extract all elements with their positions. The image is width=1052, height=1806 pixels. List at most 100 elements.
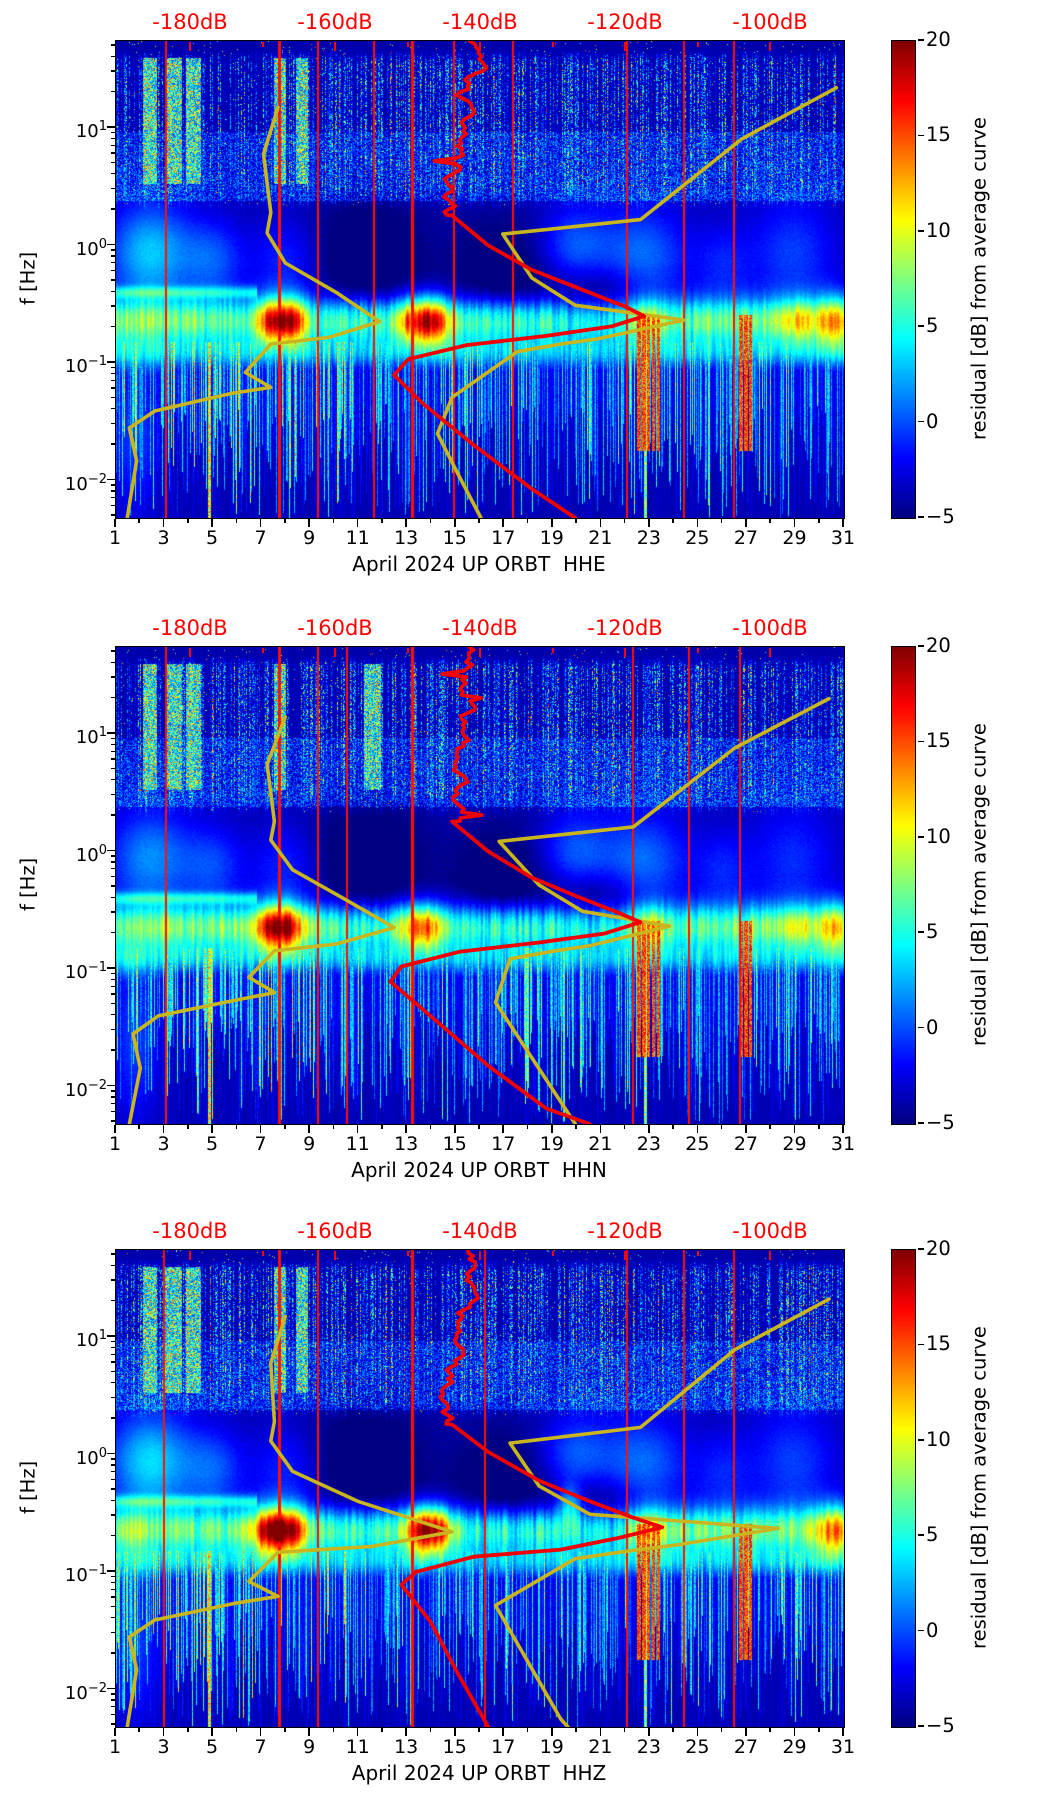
y-axis-minor-tick bbox=[110, 1596, 115, 1598]
y-axis-major-tick bbox=[107, 478, 115, 481]
y-axis-minor-tick bbox=[110, 1103, 115, 1105]
top-axis-minor-tick bbox=[406, 647, 409, 654]
x-axis-minor-tick bbox=[138, 1124, 141, 1130]
y-axis-minor-tick bbox=[110, 743, 115, 746]
y-axis-minor-tick bbox=[110, 255, 115, 257]
top-axis-tick-label: -120dB bbox=[587, 10, 663, 34]
top-axis-tick-label: -160dB bbox=[297, 10, 373, 34]
colorbar-tick bbox=[917, 931, 924, 933]
colorbar-tick-label: 15 bbox=[926, 729, 951, 753]
y-axis-minor-tick bbox=[110, 1279, 115, 1281]
x-axis-major-tick bbox=[259, 518, 262, 527]
y-axis-minor-tick bbox=[110, 396, 115, 399]
spectrogram-plot-area bbox=[115, 646, 845, 1125]
y-axis-major-tick bbox=[107, 1687, 115, 1690]
y-axis-minor-tick bbox=[110, 978, 115, 981]
y-axis-minor-tick bbox=[110, 279, 115, 281]
x-axis-minor-tick bbox=[332, 518, 335, 524]
y-axis-minor-tick bbox=[110, 767, 115, 770]
y-axis-minor-tick bbox=[110, 208, 115, 210]
x-axis-minor-tick bbox=[187, 1124, 189, 1130]
y-axis-minor-tick bbox=[110, 1264, 115, 1266]
colorbar-tick-label: 20 bbox=[926, 28, 951, 51]
y-axis-minor-tick bbox=[110, 1417, 115, 1419]
y-axis-tick-label: 10−2 bbox=[64, 1077, 107, 1101]
colorbar-tick-label: 20 bbox=[926, 634, 951, 657]
x-axis-minor-tick bbox=[575, 1727, 577, 1733]
x-axis-tick-label: 3 bbox=[157, 1133, 170, 1155]
x-axis-minor-tick bbox=[672, 1727, 674, 1733]
spectrogram-heatmap bbox=[116, 41, 844, 518]
x-axis-tick-label: 25 bbox=[685, 1736, 710, 1758]
colorbar-tick-label: 10 bbox=[926, 824, 951, 848]
y-axis-minor-tick bbox=[110, 1706, 115, 1708]
top-axis-minor-tick bbox=[696, 1250, 699, 1257]
top-axis-tick-label: -160dB bbox=[297, 1219, 373, 1243]
y-axis-minor-tick bbox=[110, 1588, 115, 1590]
colorbar-tick bbox=[917, 1026, 924, 1029]
colorbar-tick bbox=[917, 1248, 924, 1250]
colorbar-tick-label: −5 bbox=[926, 505, 955, 528]
y-axis-minor-tick bbox=[110, 269, 115, 272]
top-axis-tick-label: -100dB bbox=[732, 616, 808, 640]
y-axis-minor-tick bbox=[110, 1299, 115, 1302]
x-axis-minor-tick bbox=[187, 1727, 189, 1733]
colorbar-tick-label: 5 bbox=[926, 920, 939, 944]
x-axis-major-tick bbox=[259, 1727, 262, 1736]
y-axis-major-tick bbox=[107, 1084, 115, 1087]
colorbar-tick bbox=[917, 516, 924, 518]
colorbar-tick bbox=[917, 836, 924, 838]
top-axis-major-tick bbox=[188, 41, 192, 51]
y-axis-major-tick bbox=[107, 243, 115, 246]
x-axis-major-tick bbox=[405, 1124, 407, 1133]
colorbar-label: residual [dB] from average curve bbox=[967, 723, 991, 1046]
x-axis-minor-tick bbox=[381, 1124, 383, 1130]
x-axis-tick-label: 1 bbox=[108, 1736, 122, 1758]
x-axis-minor-tick bbox=[429, 1124, 432, 1130]
y-axis-minor-tick bbox=[110, 1346, 115, 1349]
x-axis-tick-label: 31 bbox=[830, 1133, 856, 1155]
top-axis-major-tick bbox=[623, 647, 627, 657]
spectrogram-heatmap bbox=[116, 647, 844, 1124]
x-axis-minor-tick bbox=[526, 1124, 529, 1130]
top-axis-minor-tick bbox=[551, 41, 554, 48]
y-axis-minor-tick bbox=[110, 931, 115, 934]
x-axis-minor-tick bbox=[138, 1727, 141, 1733]
y-axis-minor-tick bbox=[110, 1605, 115, 1608]
y-axis-minor-tick bbox=[110, 1353, 115, 1355]
x-axis-major-tick bbox=[551, 518, 553, 527]
x-axis-tick-label: 13 bbox=[394, 1133, 419, 1155]
y-axis-minor-tick bbox=[110, 676, 115, 678]
spectrogram-panel-hhn: f [Hz] residual [dB] from average curve … bbox=[0, 606, 1052, 1209]
y-axis-minor-tick bbox=[110, 372, 115, 375]
x-axis-tick-label: 19 bbox=[539, 1736, 564, 1758]
x-axis-major-tick bbox=[696, 1727, 699, 1736]
top-axis-major-tick bbox=[478, 1250, 482, 1260]
x-axis-minor-tick bbox=[623, 518, 626, 524]
y-axis-minor-tick bbox=[110, 1652, 115, 1654]
y-axis-minor-tick bbox=[110, 1049, 115, 1051]
top-axis-major-tick bbox=[188, 647, 192, 657]
y-axis-tick-label: 10−2 bbox=[64, 1680, 107, 1704]
y-axis-minor-tick bbox=[110, 1090, 115, 1092]
y-axis-minor-tick bbox=[110, 137, 115, 140]
x-axis-minor-tick bbox=[769, 1124, 771, 1130]
x-axis-minor-tick bbox=[138, 518, 141, 524]
x-axis-major-tick bbox=[211, 518, 213, 527]
y-axis-minor-tick bbox=[110, 1096, 115, 1098]
y-axis-major-tick bbox=[107, 126, 115, 128]
colorbar-tick bbox=[917, 1122, 924, 1124]
x-axis-tick-label: 17 bbox=[491, 527, 516, 549]
x-axis-minor-tick bbox=[623, 1727, 626, 1733]
top-axis-minor-tick bbox=[261, 1250, 264, 1257]
x-axis-major-tick bbox=[114, 518, 116, 527]
x-axis-tick-label: 5 bbox=[206, 527, 219, 549]
y-axis-minor-tick bbox=[110, 408, 115, 410]
x-axis-minor-tick bbox=[332, 1124, 335, 1130]
x-axis-tick-label: 1 bbox=[108, 527, 122, 549]
y-axis-minor-tick bbox=[110, 875, 115, 878]
y-axis-minor-tick bbox=[110, 1110, 115, 1113]
x-axis-major-tick bbox=[114, 1124, 116, 1133]
y-axis-minor-tick bbox=[110, 305, 115, 307]
x-axis-tick-label: 29 bbox=[782, 527, 807, 549]
